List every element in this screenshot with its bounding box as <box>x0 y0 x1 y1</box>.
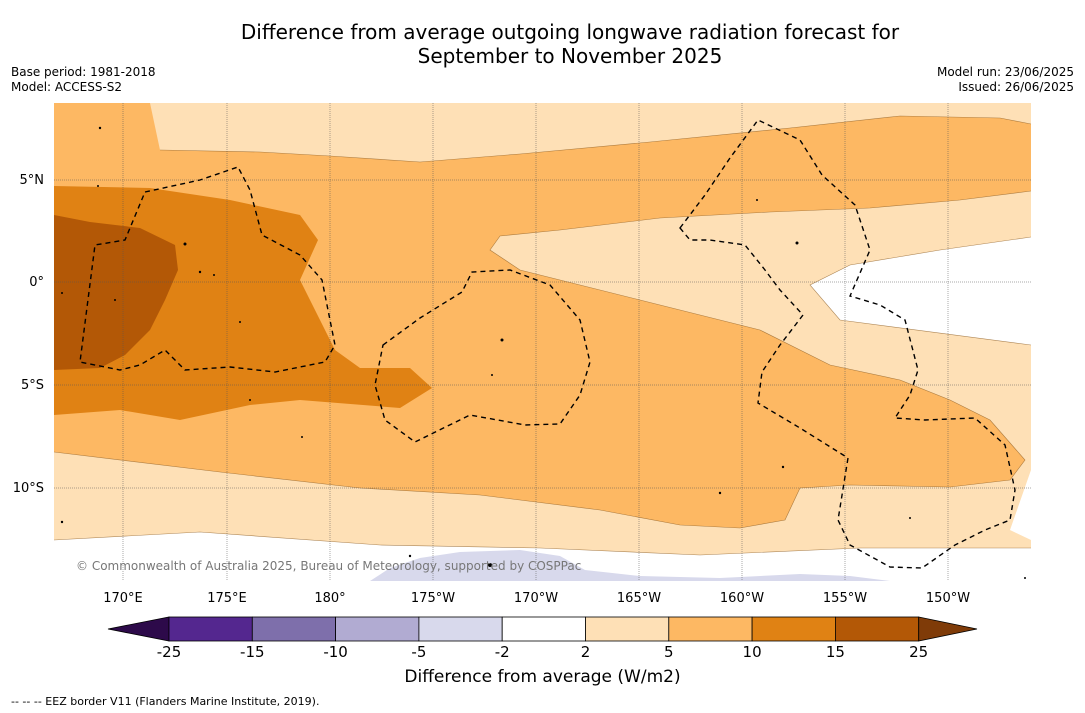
colorbar-label: Difference from average (W/m2) <box>404 667 681 687</box>
contour-2-5-topleft <box>150 103 268 128</box>
colorbar-segment <box>501 616 586 642</box>
colorbar-ticks: -25 -15 -10 -5 -2 2 5 10 15 25 <box>0 643 1085 663</box>
contour-neg5-neg2 <box>370 550 890 581</box>
eez-borders <box>79 119 1016 569</box>
colorbar-extend-max <box>918 616 978 642</box>
colorbar-tick: -2 <box>494 643 510 661</box>
copyright-text: © Commonwealth of Australia 2025, Bureau… <box>76 559 581 573</box>
title-line-2: September to November 2025 <box>417 44 723 68</box>
colorbar-tick: -25 <box>156 643 182 661</box>
colorbar-segment <box>668 616 753 642</box>
issued-date: Issued: 26/06/2025 <box>958 80 1074 94</box>
colorbar <box>107 616 978 642</box>
lon-label: 170°E <box>103 591 143 606</box>
lon-label: 165°W <box>617 591 661 606</box>
colorbar-segment <box>585 616 670 642</box>
colorbar-tick: -15 <box>240 643 265 661</box>
colorbar-tick: -5 <box>411 643 427 661</box>
lon-label: 170°W <box>514 591 558 606</box>
colorbar-extend-min <box>107 616 170 642</box>
colorbar-segment <box>335 616 420 642</box>
lat-label: 5°N <box>20 173 45 188</box>
lon-label: 150°W <box>926 591 970 606</box>
model-name: Model: ACCESS-S2 <box>11 80 123 94</box>
colorbar-tick: 25 <box>909 643 929 661</box>
title-line-1: Difference from average outgoing longwav… <box>240 20 900 44</box>
lat-label: 10°S <box>13 481 44 496</box>
model-run: Model run: 23/06/2025 <box>936 65 1074 79</box>
lat-axis: 5°N 0° 5°S 10°S <box>13 173 44 496</box>
lon-axis: 170°E 175°E 180° 175°W 170°W 165°W 160°W… <box>103 591 970 606</box>
colorbar-tick: 10 <box>742 643 762 661</box>
eez-legend-note: -- -- -- EEZ border V11 (Flanders Marine… <box>11 695 320 708</box>
base-period: Base period: 1981-2018 <box>11 65 156 79</box>
lon-label: 175°W <box>411 591 455 606</box>
colorbar-tick: 2 <box>580 643 591 661</box>
lat-label: 5°S <box>21 378 44 393</box>
page-title: Difference from average outgoing longwav… <box>0 20 1085 68</box>
colorbar-segment <box>418 616 503 642</box>
colorbar-segment <box>168 616 253 642</box>
map-area <box>54 103 1031 581</box>
lon-label: 160°W <box>720 591 764 606</box>
contour-5-10 <box>54 103 1031 528</box>
colorbar-segment <box>751 616 836 642</box>
lon-label: 155°W <box>823 591 867 606</box>
colorbar-tick: 15 <box>825 643 845 661</box>
colorbar-tick: -10 <box>323 643 348 661</box>
meta-left: Base period: 1981-2018 Model: ACCESS-S2 <box>11 65 156 95</box>
lat-label: 0° <box>29 275 44 290</box>
colorbar-segment <box>251 616 337 642</box>
colorbar-tick: 5 <box>664 643 674 661</box>
contour-15-25 <box>54 215 178 370</box>
lon-label: 175°E <box>207 591 247 606</box>
colorbar-segment <box>835 616 920 642</box>
meta-right: Model run: 23/06/2025 Issued: 26/06/2025 <box>937 65 1074 95</box>
islands <box>60 126 1026 579</box>
lon-label: 180° <box>314 591 345 606</box>
